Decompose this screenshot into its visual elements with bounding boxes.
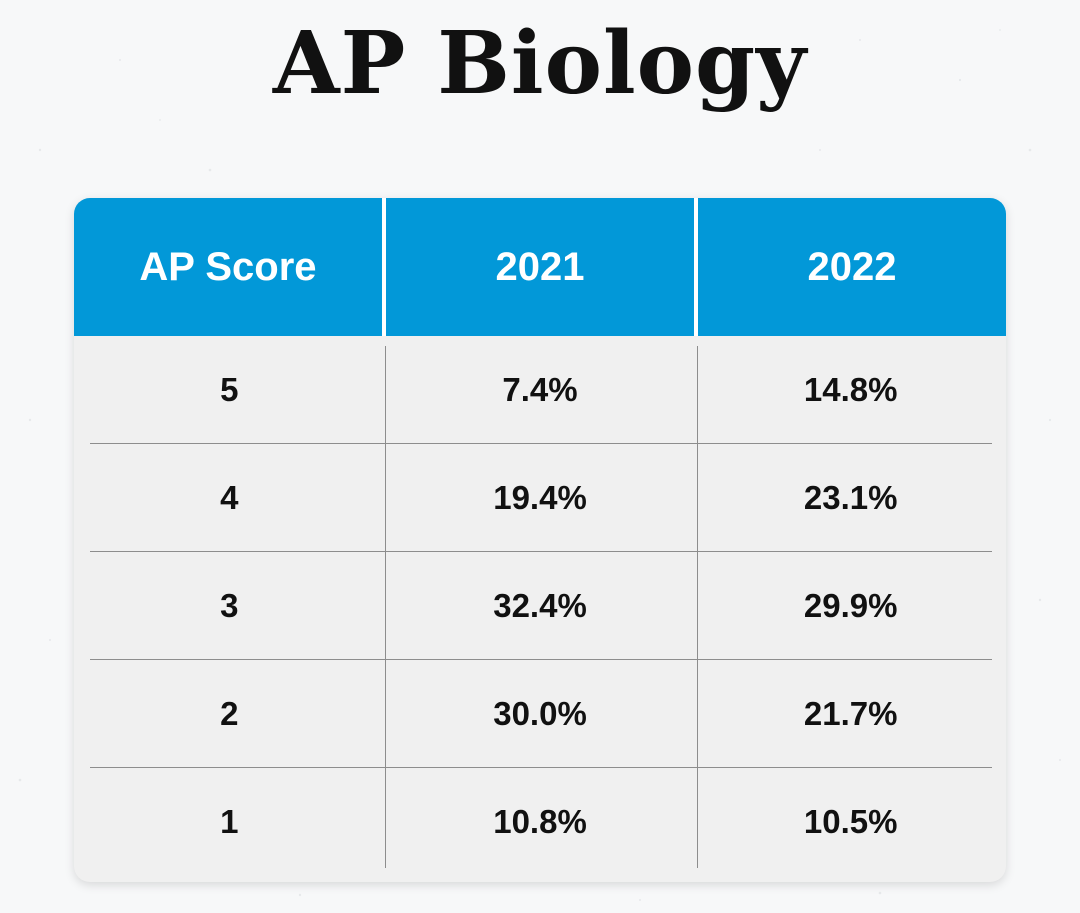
score-cell: 3 <box>220 587 239 624</box>
row-divider <box>90 659 992 660</box>
column-divider <box>385 346 386 868</box>
percent-cell: 10.8% <box>493 803 587 840</box>
score-cell: 4 <box>220 479 239 516</box>
percent-cell: 19.4% <box>493 479 587 516</box>
percent-cell: 10.5% <box>803 803 898 840</box>
percent-cell: 21.7% <box>803 695 898 732</box>
percent-cell: 14.8% <box>803 371 898 408</box>
row-divider <box>90 551 992 552</box>
percent-cell: 30.0% <box>493 695 587 732</box>
table-row: 1 10.8% 10.5% <box>74 768 1006 876</box>
table-row: 2 30.0% 21.7% <box>74 660 1006 768</box>
table-row: 5 7.4% 14.8% <box>74 336 1006 444</box>
percent-cell: 29.9% <box>803 587 898 624</box>
row-divider <box>90 767 992 768</box>
percent-cell: 7.4% <box>502 371 578 408</box>
row-divider <box>90 443 992 444</box>
column-header-2: 2022 <box>694 198 1006 336</box>
percent-cell: 32.4% <box>493 587 587 624</box>
table-row: 3 32.4% 29.9% <box>74 552 1006 660</box>
score-cell: 5 <box>220 371 239 408</box>
table-header-row: AP Score 2021 2022 <box>74 198 1006 336</box>
page-title: AP Biology <box>272 13 808 114</box>
column-header-0: AP Score <box>74 198 382 336</box>
score-cell: 2 <box>220 695 239 732</box>
column-divider <box>697 346 698 868</box>
score-table: AP Score 2021 2022 5 7.4% 14.8% 4 19.4% 23.1% 3 3… <box>74 198 1006 882</box>
percent-cell: 23.1% <box>803 479 898 516</box>
table-body: 5 7.4% 14.8% 4 19.4% 23.1% 3 32.4% 29.9% 2 30.0% 21… <box>74 336 1006 882</box>
table-row: 4 19.4% 23.1% <box>74 444 1006 552</box>
column-header-1: 2021 <box>382 198 694 336</box>
score-cell: 1 <box>220 803 239 840</box>
